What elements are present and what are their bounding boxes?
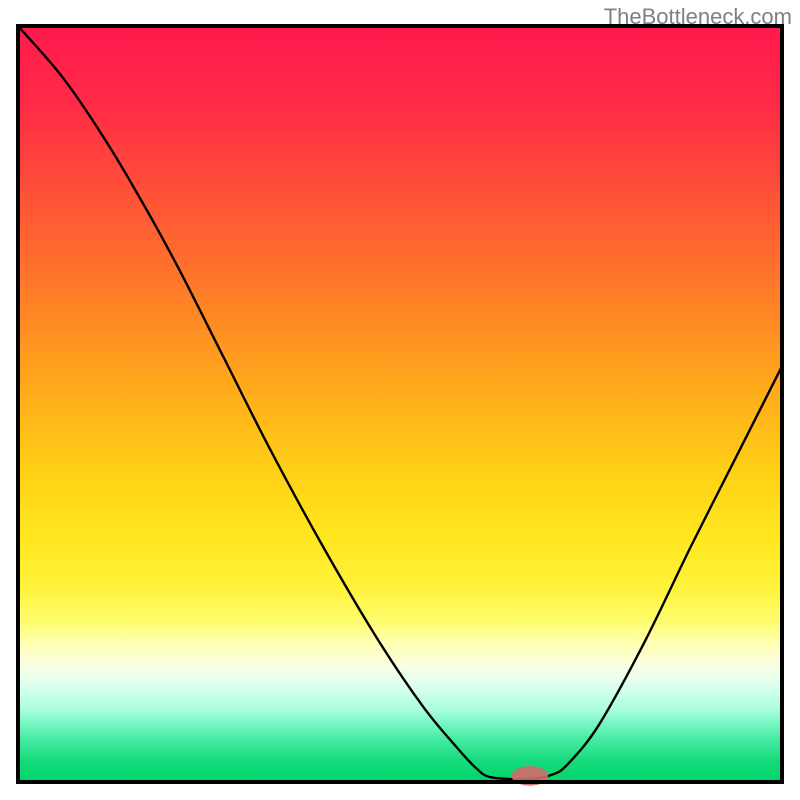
chart-svg — [0, 0, 800, 800]
bottleneck-chart: TheBottleneck.com — [0, 0, 800, 800]
watermark-text: TheBottleneck.com — [604, 4, 792, 30]
gradient-background — [18, 26, 782, 782]
